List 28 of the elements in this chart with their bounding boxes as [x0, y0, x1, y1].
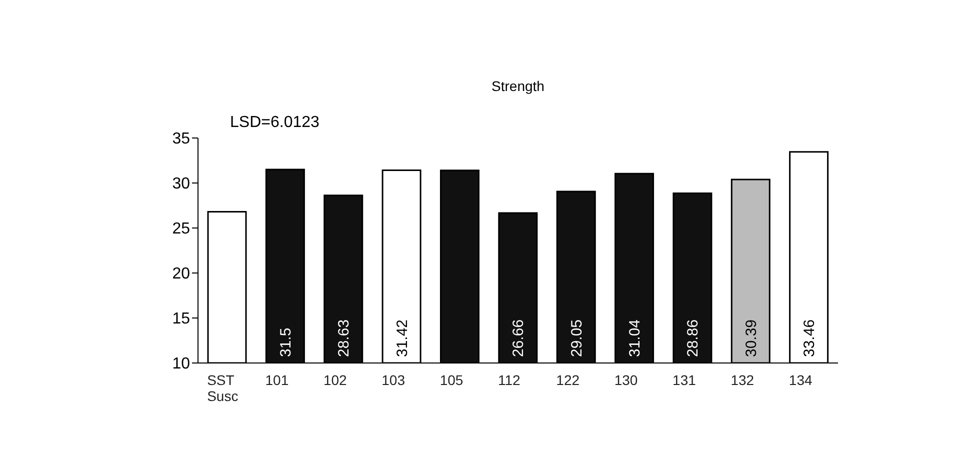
data-label: 31.42 [394, 319, 411, 357]
x-tick-label: 134 [788, 372, 812, 388]
y-tick-label: 25 [172, 220, 190, 238]
y-tick-label: 15 [172, 310, 190, 328]
chart-title: Strength [490, 78, 546, 94]
x-tick-label: 103 [382, 372, 406, 388]
data-label: 29.05 [568, 319, 586, 357]
x-tick-label: 130 [614, 372, 638, 388]
x-tick-label: 102 [323, 372, 348, 388]
y-tick-label: 35 [172, 130, 190, 148]
data-label: 28.86 [684, 319, 702, 357]
data-label: 31.04 [626, 319, 644, 357]
y-tick-label: 10 [172, 356, 190, 373]
x-tick-label: 132 [730, 372, 754, 388]
x-tick-label: SST Susc [207, 372, 238, 404]
data-label: 26.66 [510, 319, 528, 357]
data-label: 33.46 [801, 319, 818, 357]
data-label: 28.63 [336, 319, 353, 357]
data-label: 31.5 [277, 328, 294, 357]
x-tick-label: 131 [672, 372, 696, 388]
x-tick-label: 122 [556, 372, 580, 388]
text: LSD=6.0123 [230, 114, 320, 132]
data-label: 30.39 [742, 319, 760, 357]
y-tick-label: 20 [172, 266, 190, 283]
y-tick-label: 30 [172, 176, 190, 193]
x-tick-label: 105 [440, 372, 464, 388]
x-tick-label: 101 [265, 372, 289, 388]
x-tick-label: 112 [498, 372, 521, 388]
